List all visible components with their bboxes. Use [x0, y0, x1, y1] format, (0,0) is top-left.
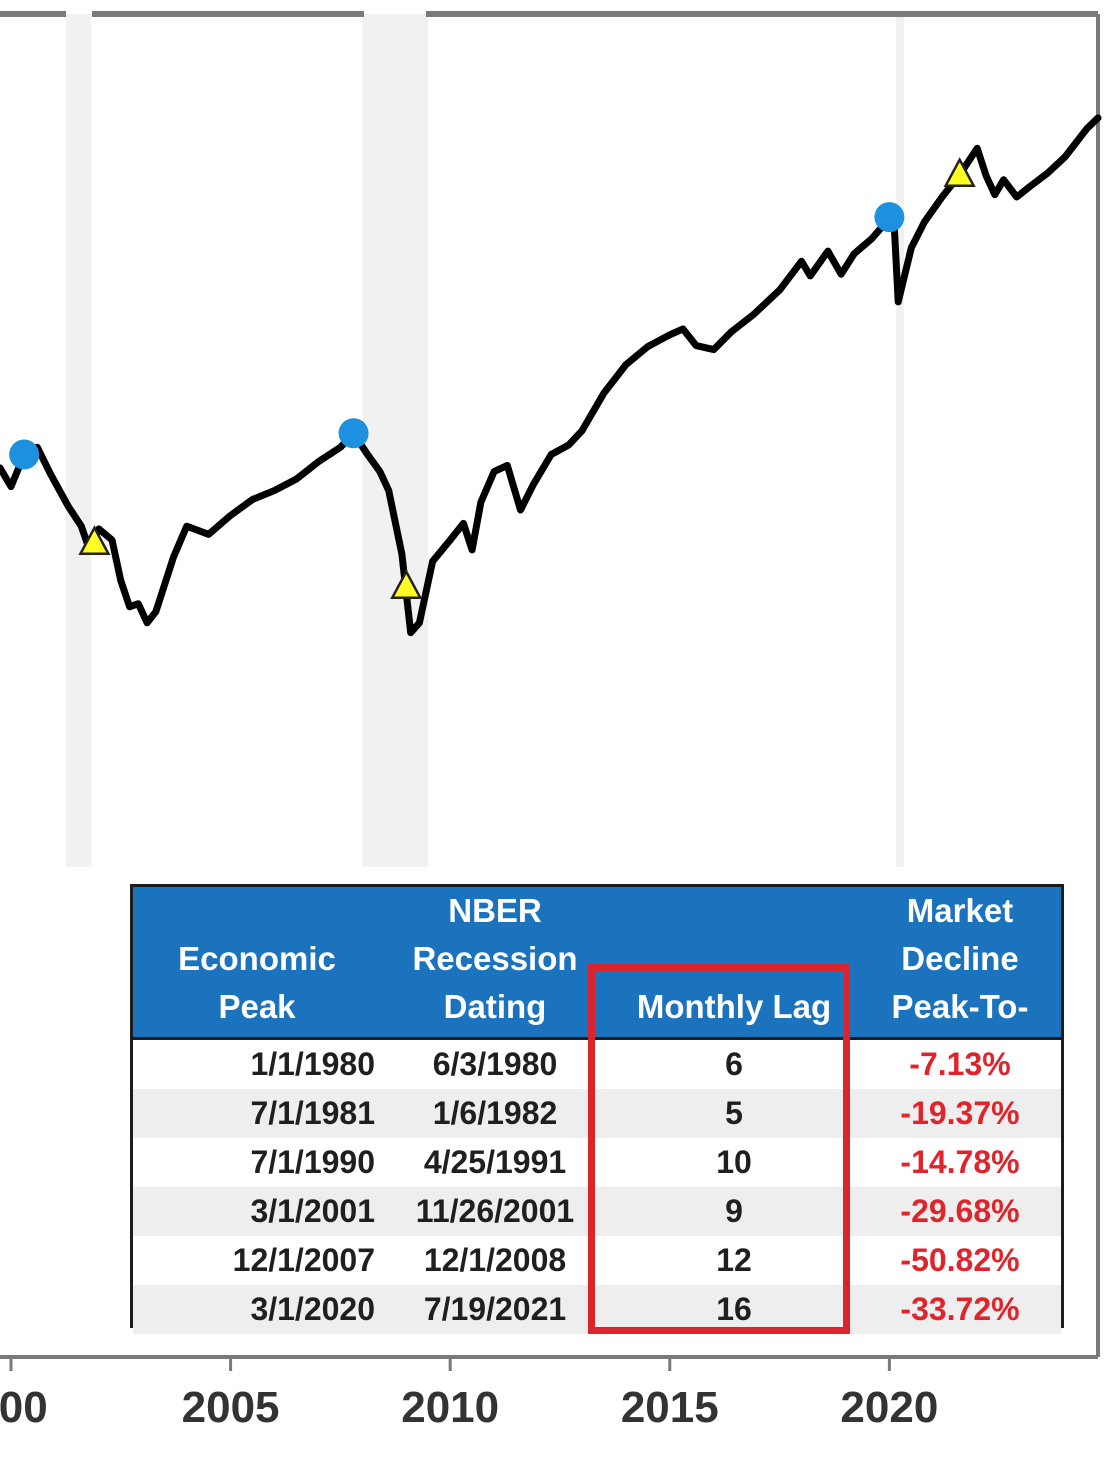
economic-peak-marker	[874, 202, 905, 233]
header-line: Decline	[901, 940, 1019, 977]
recession-bands	[65, 14, 904, 867]
header-line: Peak	[218, 988, 296, 1025]
cell-monthly-lag: 9	[609, 1187, 859, 1236]
x-tick-label: 000	[0, 1383, 48, 1432]
economic-peak-marker	[338, 418, 369, 449]
series-layer	[0, 114, 1102, 637]
table-header-row: Economic Peak NBER Recession Dating Mont…	[133, 887, 1061, 1039]
series-line	[0, 114, 1102, 637]
x-tick-label: 2010	[401, 1383, 499, 1432]
header-market-decline: Market Decline Peak-To-	[859, 887, 1061, 1039]
table-row: 3/1/2001 11/26/2001 9 -29.68%	[133, 1187, 1061, 1236]
table-row: 12/1/2007 12/1/2008 12 -50.82%	[133, 1236, 1061, 1285]
recession-band	[362, 14, 429, 867]
cell-market-decline: -50.82%	[900, 1242, 1020, 1278]
cell-market-decline: -19.37%	[859, 1089, 1061, 1138]
x-tick-label: 2020	[840, 1383, 938, 1432]
cell-monthly-lag: 6	[609, 1037, 859, 1089]
cell-nber-dating: 11/26/2001	[381, 1187, 609, 1236]
cell-economic-peak: 7/1/1981	[133, 1089, 381, 1138]
header-monthly-lag: Monthly Lag	[609, 887, 859, 1039]
cell-nber-dating: 4/25/1991	[423, 1144, 567, 1180]
summary-table: Economic Peak NBER Recession Dating Mont…	[133, 887, 1061, 1334]
header-line: Recession	[412, 940, 578, 977]
x-tick-label: 2005	[182, 1383, 280, 1432]
recession-band	[895, 14, 904, 867]
cell-market-decline: -33.72%	[859, 1285, 1061, 1334]
cell-monthly-lag: 10	[716, 1144, 752, 1180]
recession-summary-table: Economic Peak NBER Recession Dating Mont…	[130, 884, 1064, 1334]
cell-monthly-lag: 16	[609, 1285, 859, 1334]
x-axis-ticks: 000 2005 2010 2015 2020	[0, 1357, 938, 1432]
header-line: Monthly Lag	[636, 988, 832, 1025]
x-tick-label: 2015	[621, 1383, 719, 1432]
recession-band	[65, 14, 92, 867]
recession-dating-marker	[390, 569, 423, 599]
table-row: 3/1/2020 7/19/2021 16 -33.72%	[133, 1285, 1061, 1334]
cell-economic-peak: 12/1/2007	[232, 1242, 375, 1278]
cell-economic-peak: 1/1/1980	[133, 1037, 381, 1089]
cell-market-decline: -29.68%	[859, 1187, 1061, 1236]
header-nber-recession-dating: NBER Recession Dating	[381, 887, 609, 1039]
table-row: 7/1/1981 1/6/1982 5 -19.37%	[133, 1089, 1061, 1138]
cell-monthly-lag: 5	[609, 1089, 859, 1138]
header-line: Dating	[443, 988, 547, 1025]
table-row: 7/1/1990 4/25/1991 10 -14.78%	[133, 1138, 1061, 1187]
cell-nber-dating: 6/3/1980	[381, 1037, 609, 1089]
cell-nber-dating: 1/6/1982	[381, 1089, 609, 1138]
cell-market-decline: -7.13%	[859, 1037, 1061, 1089]
marker-layer	[9, 157, 976, 599]
header-economic-peak: Economic Peak	[133, 887, 381, 1039]
header-line: Economic	[178, 940, 336, 977]
recession-dating-marker	[78, 525, 111, 556]
recession-dating-marker	[943, 157, 976, 187]
header-line: NBER	[448, 892, 542, 929]
header-line: Peak-To-	[891, 988, 1029, 1025]
cell-economic-peak: 7/1/1990	[250, 1144, 375, 1180]
cell-monthly-lag: 12	[716, 1242, 752, 1278]
cell-nber-dating: 12/1/2008	[423, 1242, 567, 1278]
cell-economic-peak: 3/1/2020	[133, 1285, 381, 1334]
economic-peak-marker	[9, 439, 40, 470]
plot-frame	[0, 11, 1100, 1359]
cell-economic-peak: 3/1/2001	[133, 1187, 381, 1236]
header-line: Market	[906, 892, 1014, 929]
cell-nber-dating: 7/19/2021	[381, 1285, 609, 1334]
cell-market-decline: -14.78%	[900, 1144, 1020, 1180]
table-row: 1/1/1980 6/3/1980 6 -7.13%	[133, 1037, 1061, 1089]
